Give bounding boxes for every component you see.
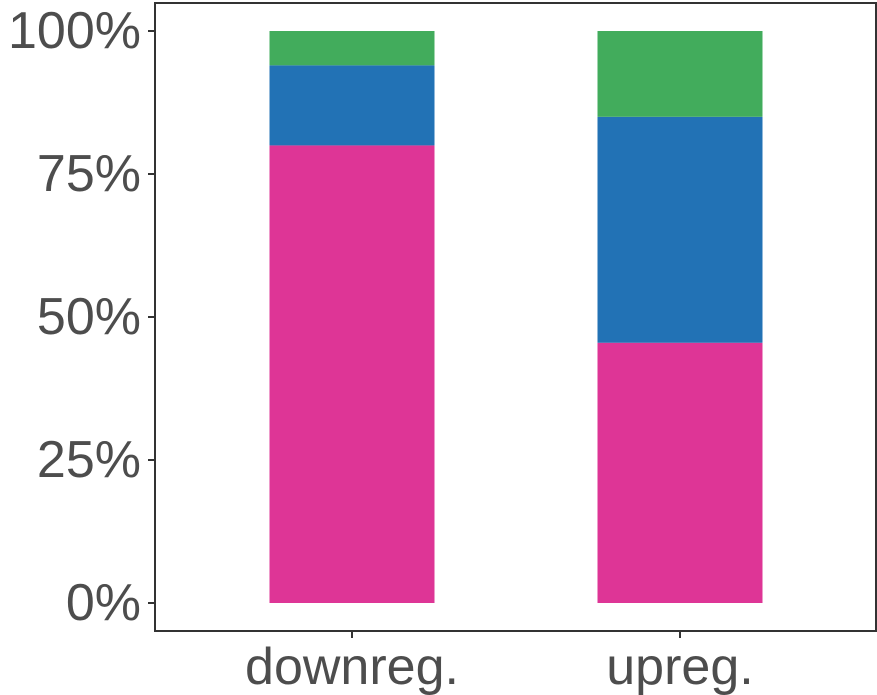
- bar-segment-1-2: [269, 65, 435, 146]
- x-tick-label: upreg.: [606, 638, 753, 695]
- bar-segment-1-3: [269, 31, 435, 66]
- y-tick-label: 50%: [37, 288, 141, 346]
- x-axis: downreg. upreg.: [245, 631, 754, 695]
- y-tick-label: 25%: [37, 431, 141, 489]
- bars-group: [269, 31, 763, 603]
- bar-segment-2-1: [597, 342, 763, 603]
- y-tick-label: 0%: [66, 574, 141, 632]
- bar-segment-1-1: [269, 145, 435, 603]
- bar-segment-2-3: [597, 31, 763, 117]
- x-tick-label: downreg.: [245, 638, 459, 695]
- plot-panel: [154, 2, 877, 632]
- bar-segment-2-2: [597, 116, 763, 343]
- y-tick-label: 100%: [8, 2, 141, 60]
- y-axis: 0% 25% 50% 75% 100%: [8, 2, 155, 632]
- y-tick-label: 75%: [37, 145, 141, 203]
